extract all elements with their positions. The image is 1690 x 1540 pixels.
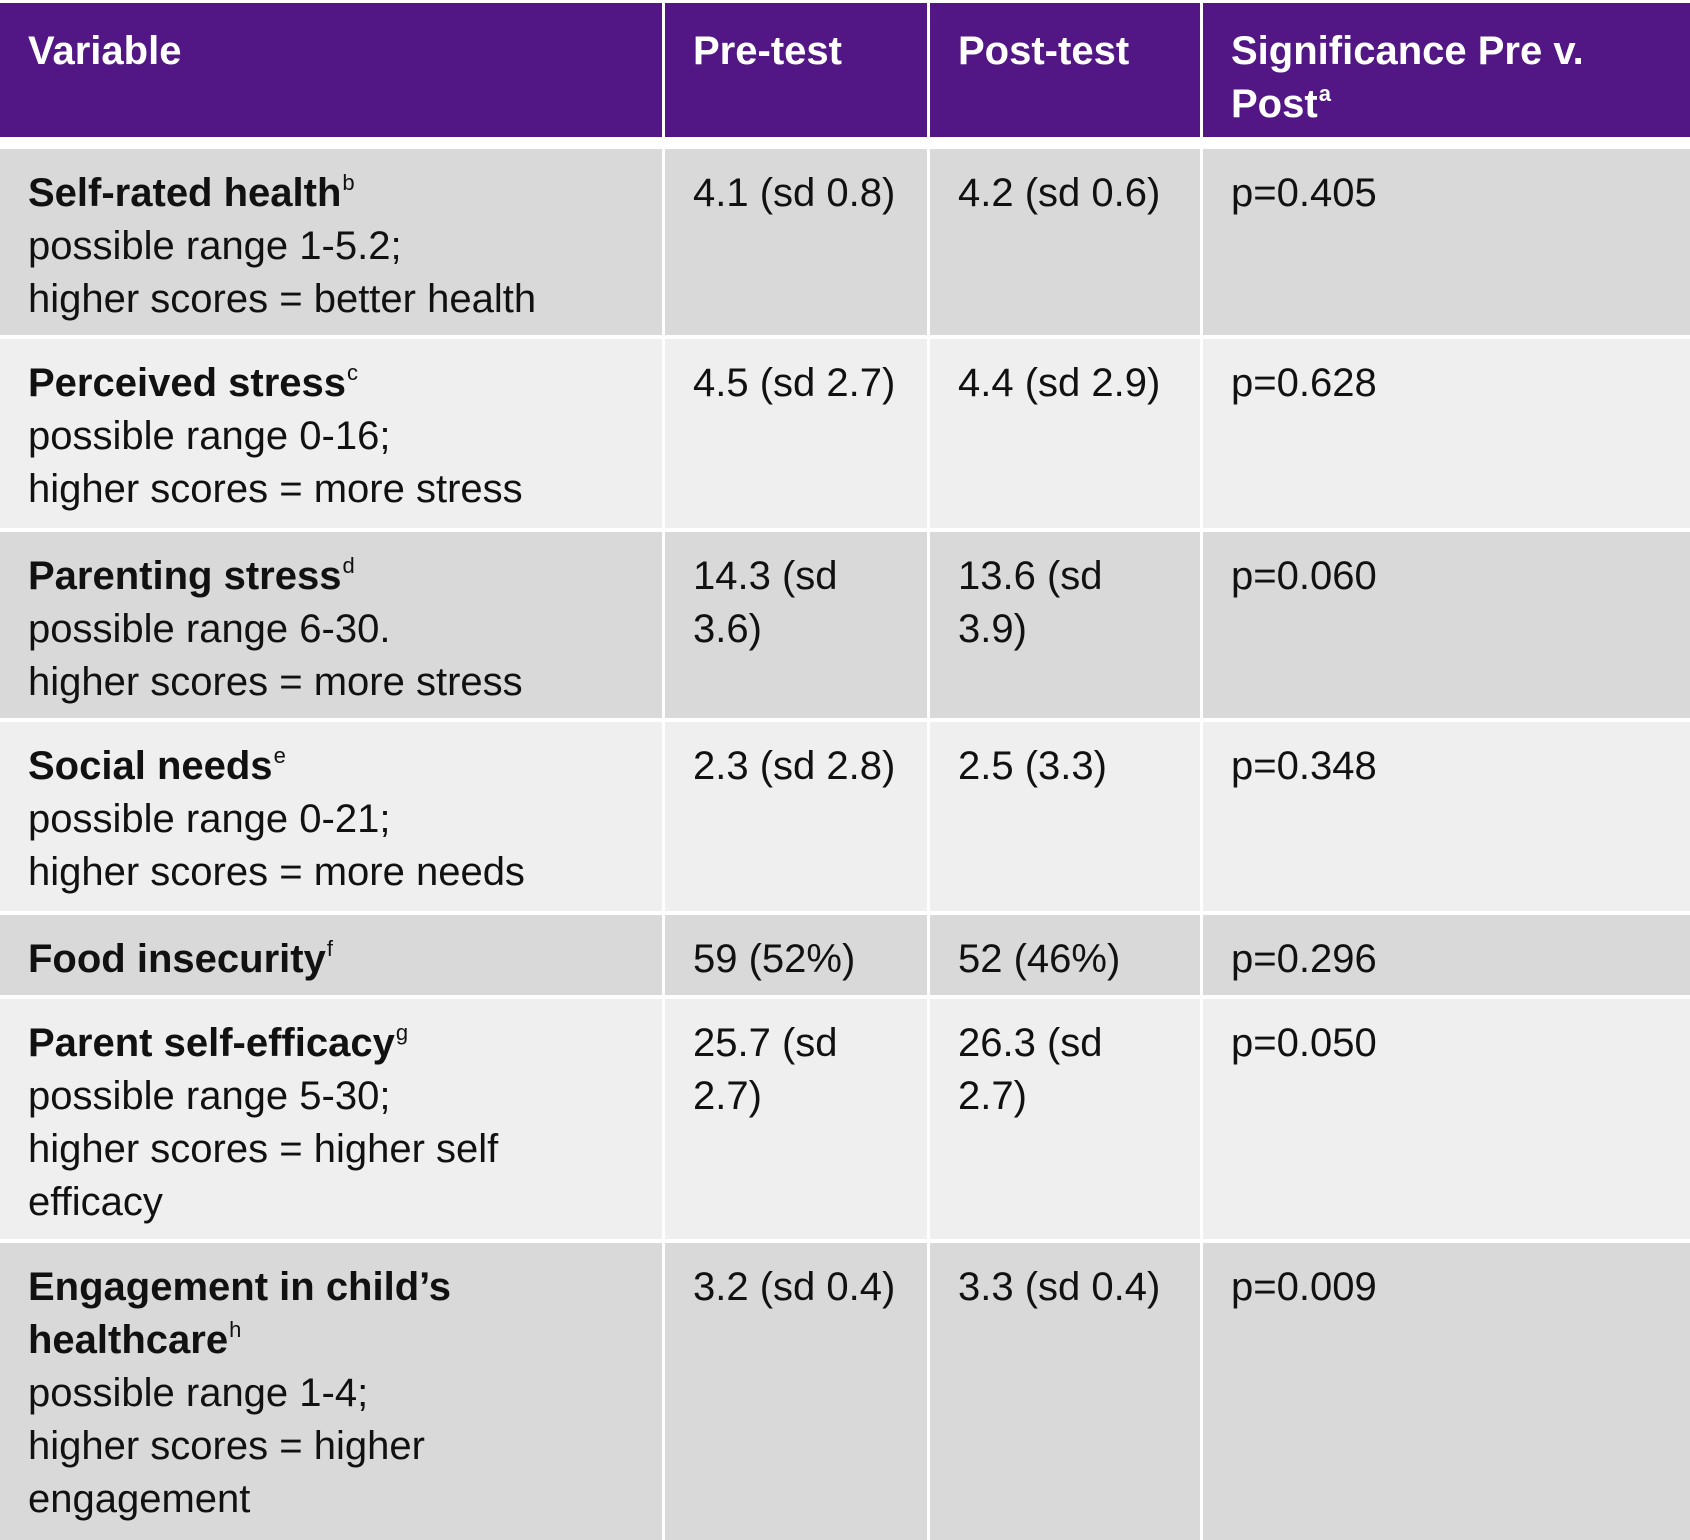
header-variable: Variable [0,3,662,137]
significance-cell: p=0.050 [1203,999,1690,1239]
significance-cell: p=0.405 [1203,149,1690,335]
header-post-test: Post-test [930,3,1200,137]
variable-cell: Parenting stressd possible range 6-30. h… [0,532,662,718]
header-pre-test: Pre-test [665,3,927,137]
variable-cell: Social needse possible range 0-21; highe… [0,722,662,911]
table-row: Self-rated healthb possible range 1-5.2;… [0,149,1690,335]
variable-cell: Food insecurityf [0,915,662,995]
post-test-cell: 2.5 (3.3) [930,722,1200,911]
pre-test-cell: 25.7 (sd 2.7) [665,999,927,1239]
significance-cell: p=0.296 [1203,915,1690,995]
post-test-cell: 13.6 (sd 3.9) [930,532,1200,718]
table-row: Parent self-efficacyg possible range 5-3… [0,999,1690,1239]
table-header-row: Variable Pre-test Post-test Significance… [0,3,1690,137]
variable-cell: Engagement in child’s healthcareh possib… [0,1243,662,1540]
post-test-cell: 4.4 (sd 2.9) [930,339,1200,528]
post-test-cell: 4.2 (sd 0.6) [930,149,1200,335]
significance-cell: p=0.628 [1203,339,1690,528]
pre-test-cell: 59 (52%) [665,915,927,995]
significance-cell: p=0.060 [1203,532,1690,718]
variable-cell: Self-rated healthb possible range 1-5.2;… [0,149,662,335]
table-row: Parenting stressd possible range 6-30. h… [0,532,1690,718]
post-test-cell: 3.3 (sd 0.4) [930,1243,1200,1540]
variable-cell: Parent self-efficacyg possible range 5-3… [0,999,662,1239]
significance-cell: p=0.009 [1203,1243,1690,1540]
pre-test-cell: 3.2 (sd 0.4) [665,1243,927,1540]
table-row: Food insecurityf 59 (52%) 52 (46%) p=0.2… [0,915,1690,995]
post-test-cell: 26.3 (sd 2.7) [930,999,1200,1239]
post-test-cell: 52 (46%) [930,915,1200,995]
variable-cell: Perceived stressc possible range 0-16; h… [0,339,662,528]
pre-test-cell: 14.3 (sd 3.6) [665,532,927,718]
table-row: Perceived stressc possible range 0-16; h… [0,339,1690,528]
significance-cell: p=0.348 [1203,722,1690,911]
table-row: Engagement in child’s healthcareh possib… [0,1243,1690,1540]
pre-test-cell: 4.5 (sd 2.7) [665,339,927,528]
pre-test-cell: 4.1 (sd 0.8) [665,149,927,335]
table-row: Social needse possible range 0-21; highe… [0,722,1690,911]
header-significance: Significance Pre v. Posta [1203,3,1690,137]
pre-test-cell: 2.3 (sd 2.8) [665,722,927,911]
